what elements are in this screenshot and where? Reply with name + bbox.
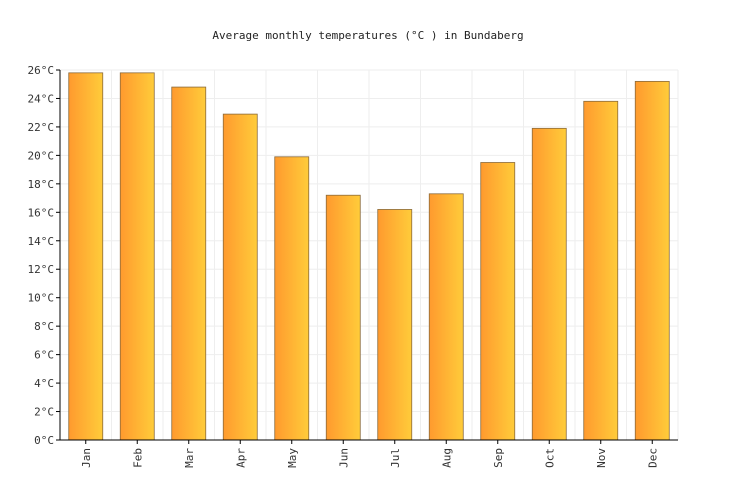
x-tick-label-may: May: [286, 448, 299, 468]
bar-apr: [222, 113, 258, 441]
bar-mar: [171, 86, 207, 441]
bar-jan: [68, 72, 104, 441]
bar-may: [274, 156, 310, 441]
chart-title: Average monthly temperatures (°C ) in Bu…: [212, 29, 523, 42]
y-tick-label: 26°C: [28, 64, 55, 77]
y-tick-label: 14°C: [28, 235, 55, 248]
bar-jul: [377, 209, 413, 441]
x-tick-label-aug: Aug: [440, 448, 453, 468]
bar-jun: [325, 194, 361, 441]
x-tick-label-dec: Dec: [646, 448, 659, 468]
x-tick-label-jul: Jul: [389, 448, 402, 468]
bar-nov: [583, 100, 619, 441]
bar-feb: [119, 72, 155, 441]
bar-oct: [531, 127, 567, 441]
y-tick-label: 0°C: [34, 434, 54, 447]
x-axis-ticks: Jan Feb Mar Apr May Jun Jul Aug Sep Oct Nov Dec: [80, 440, 659, 468]
x-tick-label-mar: Mar: [183, 448, 196, 468]
y-tick-label: 24°C: [28, 92, 55, 105]
bar-dec: [634, 80, 670, 441]
y-tick-label: 20°C: [28, 149, 55, 162]
bars: [68, 72, 670, 441]
y-tick-label: 4°C: [34, 377, 54, 390]
x-tick-label-jan: Jan: [80, 448, 93, 468]
x-tick-label-nov: Nov: [595, 448, 608, 468]
x-tick-label-sep: Sep: [492, 448, 505, 468]
y-axis-ticks: 0°C 2°C 4°C 6°C 8°C 10°C 12°C 14°C 16°C 18°C 20°C 2…: [28, 64, 60, 447]
y-tick-label: 22°C: [28, 121, 55, 134]
bar-sep: [480, 162, 516, 441]
bar-aug: [428, 193, 464, 441]
x-tick-label-apr: Apr: [234, 448, 247, 468]
y-tick-label: 8°C: [34, 320, 54, 333]
x-tick-label-oct: Oct: [543, 448, 556, 468]
x-tick-label-feb: Feb: [131, 448, 144, 468]
x-tick-label-jun: Jun: [337, 448, 350, 468]
y-tick-label: 12°C: [28, 263, 55, 276]
y-tick-label: 10°C: [28, 292, 55, 305]
y-tick-label: 18°C: [28, 178, 55, 191]
y-tick-label: 6°C: [34, 349, 54, 362]
grid-lines: [60, 69, 679, 440]
y-tick-label: 16°C: [28, 206, 55, 219]
y-tick-label: 2°C: [34, 406, 54, 419]
